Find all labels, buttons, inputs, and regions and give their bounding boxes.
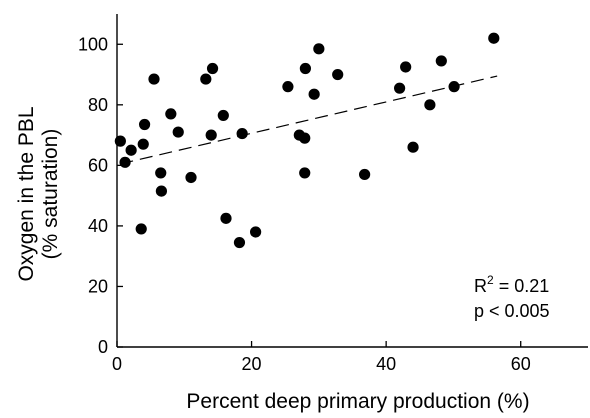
data-point — [250, 226, 262, 238]
data-point — [332, 68, 344, 81]
x-ticks: 0 20 40 60 — [112, 341, 531, 374]
data-point — [424, 99, 436, 111]
data-point — [185, 171, 197, 184]
data-point — [359, 168, 371, 181]
r-squared-prefix: R — [474, 276, 487, 296]
data-point — [233, 236, 246, 249]
x-tick-label: 20 — [242, 354, 262, 374]
data-point — [448, 81, 460, 93]
data-point — [217, 109, 229, 122]
data-points — [114, 32, 500, 249]
y-tick-label: 80 — [88, 95, 108, 115]
y-tick-label: 20 — [88, 276, 108, 296]
y-tick-label: 100 — [78, 34, 108, 54]
data-point — [114, 135, 126, 147]
data-point — [125, 144, 137, 156]
data-point — [282, 81, 294, 93]
x-tick-label: 0 — [112, 354, 122, 374]
data-point — [155, 185, 168, 197]
stats-annotation: R2 = 0.21 p < 0.005 — [474, 273, 550, 321]
data-point — [299, 167, 311, 179]
data-point — [299, 62, 311, 75]
r-squared-value: = 0.21 — [494, 276, 550, 296]
y-tick-label: 60 — [88, 155, 108, 175]
trend-line — [120, 75, 498, 165]
data-point — [137, 138, 149, 150]
y-axis-title: Oxygen in the PBL (% saturation) — [15, 106, 62, 281]
plot-area: 0 20 40 60 0 20 40 60 80 100 — [78, 14, 588, 374]
y-axis-title-line-1: Oxygen in the PBL — [15, 106, 38, 281]
data-point — [172, 126, 184, 138]
data-point — [148, 73, 160, 85]
data-point — [435, 55, 447, 67]
r-squared-superscript: 2 — [487, 273, 494, 287]
x-tick-label: 60 — [511, 354, 531, 374]
data-point — [488, 32, 500, 44]
data-point — [220, 212, 232, 224]
y-axis-title-line-2: (% saturation) — [39, 129, 62, 260]
r-squared-label: R2 = 0.21 — [474, 273, 549, 296]
data-point — [165, 108, 177, 120]
data-point — [200, 73, 212, 85]
x-axis-title: Percent deep primary production (%) — [186, 390, 529, 413]
y-ticks: 0 20 40 60 80 100 — [78, 34, 123, 357]
data-point — [313, 43, 325, 55]
p-value-label: p < 0.005 — [474, 301, 550, 321]
data-point — [236, 127, 248, 140]
data-point — [205, 129, 217, 141]
data-point — [394, 82, 406, 94]
data-point — [400, 61, 412, 73]
x-tick-label: 40 — [376, 354, 396, 374]
data-point — [155, 167, 167, 179]
y-tick-label: 40 — [88, 216, 108, 236]
data-point — [138, 118, 151, 131]
data-point — [206, 62, 219, 75]
data-point — [407, 141, 419, 153]
data-point — [135, 223, 147, 235]
data-point — [299, 132, 311, 144]
y-tick-label: 0 — [98, 337, 108, 357]
data-point — [119, 156, 131, 168]
data-point — [308, 88, 320, 100]
